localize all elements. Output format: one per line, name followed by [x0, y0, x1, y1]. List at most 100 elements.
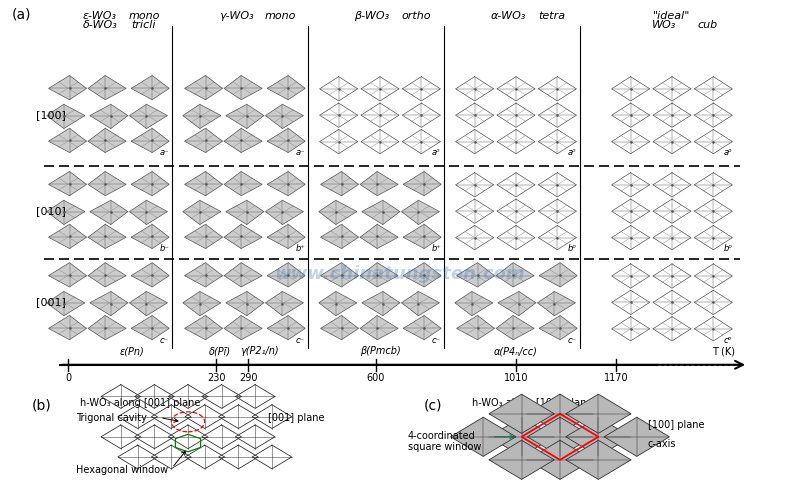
Text: 290: 290	[238, 373, 258, 384]
Text: (c): (c)	[424, 398, 442, 412]
Text: cub: cub	[698, 20, 718, 30]
Polygon shape	[88, 75, 126, 100]
Polygon shape	[267, 75, 306, 100]
Polygon shape	[527, 440, 593, 480]
Polygon shape	[182, 200, 221, 225]
Polygon shape	[527, 394, 593, 433]
Text: [100] plane: [100] plane	[648, 420, 705, 430]
Polygon shape	[604, 417, 670, 456]
Polygon shape	[131, 128, 170, 153]
Polygon shape	[185, 315, 222, 340]
Text: a⁰: a⁰	[724, 148, 733, 157]
Polygon shape	[46, 291, 85, 316]
Polygon shape	[362, 200, 400, 225]
Polygon shape	[49, 171, 86, 196]
Polygon shape	[489, 394, 554, 433]
Polygon shape	[182, 104, 221, 129]
Polygon shape	[360, 171, 398, 196]
Polygon shape	[49, 315, 86, 340]
Polygon shape	[130, 104, 167, 129]
Polygon shape	[185, 75, 222, 100]
Text: δ-WO₃: δ-WO₃	[82, 20, 118, 30]
Text: β-WO₃: β-WO₃	[354, 11, 390, 21]
Text: a⁰: a⁰	[432, 148, 441, 157]
Polygon shape	[566, 440, 631, 480]
Text: [001] plane: [001] plane	[268, 413, 325, 422]
Text: γ-WO₃: γ-WO₃	[218, 11, 254, 21]
Polygon shape	[566, 417, 631, 456]
Polygon shape	[46, 200, 85, 225]
Text: tetra: tetra	[538, 11, 566, 21]
Polygon shape	[360, 224, 398, 249]
Polygon shape	[403, 224, 442, 249]
Text: 230: 230	[206, 373, 226, 384]
Polygon shape	[185, 224, 222, 249]
Polygon shape	[527, 417, 593, 456]
Polygon shape	[88, 171, 126, 196]
Polygon shape	[318, 200, 357, 225]
Polygon shape	[226, 200, 264, 225]
Polygon shape	[88, 224, 126, 249]
Text: mono: mono	[128, 11, 160, 21]
Polygon shape	[318, 291, 357, 316]
Polygon shape	[131, 171, 170, 196]
Polygon shape	[266, 104, 303, 129]
Text: c⁻: c⁻	[568, 336, 577, 345]
Polygon shape	[403, 263, 442, 287]
Text: a⁻: a⁻	[296, 148, 306, 157]
Text: tricli: tricli	[132, 20, 156, 30]
Text: www.chinatungsten.com: www.chinatungsten.com	[274, 264, 526, 283]
Polygon shape	[185, 128, 222, 153]
Polygon shape	[321, 315, 358, 340]
Text: T (K): T (K)	[713, 346, 735, 356]
Polygon shape	[224, 171, 262, 196]
Polygon shape	[49, 263, 86, 287]
Text: 0: 0	[65, 373, 71, 384]
Polygon shape	[224, 263, 262, 287]
Polygon shape	[538, 291, 575, 316]
Polygon shape	[131, 75, 170, 100]
Text: c⁻: c⁻	[160, 336, 169, 345]
Text: b⁰: b⁰	[724, 244, 733, 253]
Polygon shape	[362, 291, 400, 316]
Polygon shape	[88, 263, 126, 287]
Text: [001]: [001]	[36, 298, 66, 307]
Polygon shape	[182, 291, 221, 316]
Text: α-WO₃: α-WO₃	[490, 11, 526, 21]
Text: 1010: 1010	[504, 373, 528, 384]
Text: 600: 600	[367, 373, 385, 384]
Polygon shape	[226, 291, 264, 316]
Polygon shape	[360, 315, 398, 340]
Polygon shape	[360, 263, 398, 287]
Text: a⁻: a⁻	[160, 148, 170, 157]
Polygon shape	[267, 171, 306, 196]
Polygon shape	[457, 315, 494, 340]
Polygon shape	[46, 104, 85, 129]
Text: "ideal": "ideal"	[654, 11, 690, 21]
Text: b⁺: b⁺	[432, 244, 442, 253]
Polygon shape	[224, 128, 262, 153]
Polygon shape	[90, 104, 128, 129]
Text: Trigonal cavity: Trigonal cavity	[76, 413, 147, 422]
Polygon shape	[489, 417, 554, 456]
Polygon shape	[403, 315, 442, 340]
Text: b⁺: b⁺	[296, 244, 306, 253]
Polygon shape	[131, 263, 170, 287]
Text: [100]: [100]	[36, 110, 66, 120]
Polygon shape	[224, 315, 262, 340]
Text: c⁻: c⁻	[296, 336, 305, 345]
Polygon shape	[90, 200, 128, 225]
Polygon shape	[267, 224, 306, 249]
Text: δ(Pī): δ(Pī)	[209, 346, 231, 356]
Polygon shape	[49, 128, 86, 153]
Polygon shape	[457, 263, 494, 287]
Text: β(Pmcb): β(Pmcb)	[360, 346, 400, 356]
Text: c⁰: c⁰	[724, 336, 732, 345]
Text: ε-WO₃: ε-WO₃	[83, 11, 117, 21]
Text: γ(P2₁/n): γ(P2₁/n)	[241, 346, 279, 356]
Text: h-WO₃ along [001] plane: h-WO₃ along [001] plane	[80, 398, 200, 408]
Polygon shape	[185, 171, 222, 196]
Text: WO₃: WO₃	[652, 20, 676, 30]
Polygon shape	[224, 224, 262, 249]
Polygon shape	[266, 291, 303, 316]
